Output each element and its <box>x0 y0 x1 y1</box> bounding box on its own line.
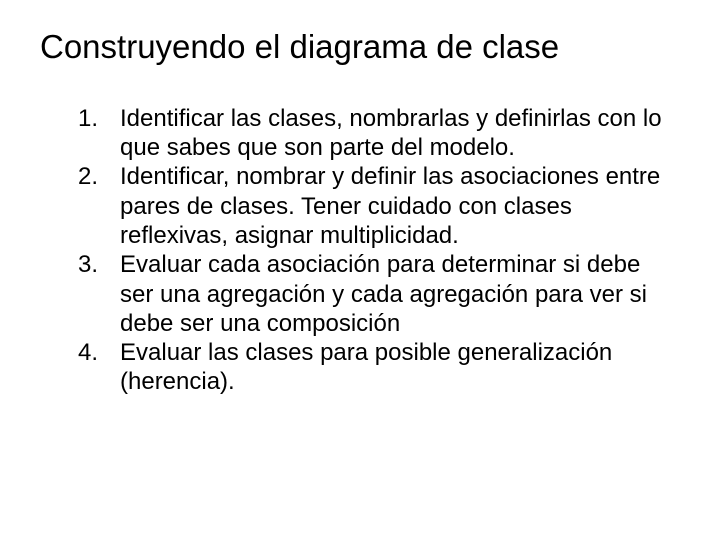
list-item: Identificar, nombrar y definir las asoci… <box>84 162 674 250</box>
steps-list: Identificar las clases, nombrarlas y def… <box>40 104 680 397</box>
list-item: Identificar las clases, nombrarlas y def… <box>84 104 674 163</box>
slide-title: Construyendo el diagrama de clase <box>40 28 680 66</box>
list-item: Evaluar cada asociación para determinar … <box>84 250 674 338</box>
slide: Construyendo el diagrama de clase Identi… <box>0 0 720 540</box>
list-item: Evaluar las clases para posible generali… <box>84 338 674 397</box>
